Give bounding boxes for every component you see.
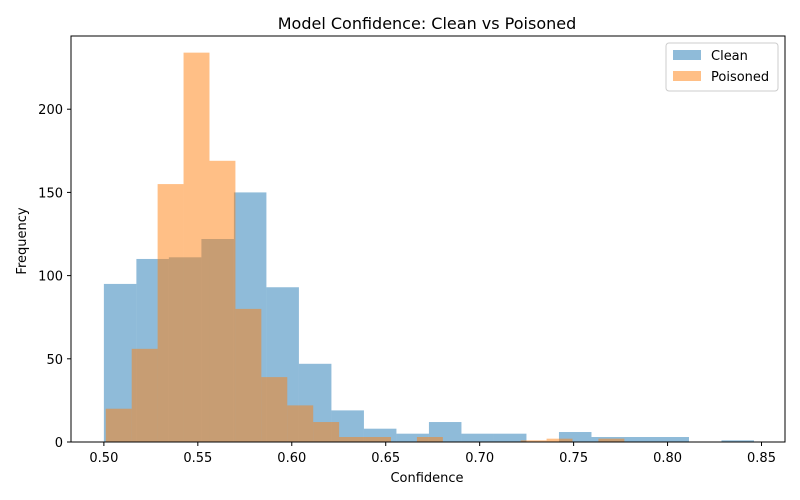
clean-bar-9 <box>396 433 429 442</box>
poisoned-bar-6 <box>261 377 288 442</box>
clean-bar-11 <box>461 433 494 442</box>
poisoned-bar-3 <box>183 52 210 442</box>
x-tick-label: 0.80 <box>653 451 682 466</box>
legend: Clean Poisoned <box>665 42 779 92</box>
clean-bar-16 <box>623 437 657 442</box>
clean-bar-10 <box>428 422 462 442</box>
clean-bar-14 <box>558 432 592 442</box>
x-axis-ticks: 0.50 0.55 0.60 0.65 0.70 0.75 0.80 0.85 <box>89 442 776 466</box>
legend-swatch-clean <box>673 50 701 60</box>
clean-bar-12 <box>493 433 527 442</box>
poisoned-bar-0 <box>105 408 132 442</box>
x-axis-label: Confidence <box>390 471 463 486</box>
clean-bar-17 <box>656 437 689 442</box>
clean-bar-19 <box>721 440 754 442</box>
poisoned-bar-12 <box>416 437 443 442</box>
series-poisoned-bars <box>105 52 625 443</box>
y-tick-label: 0 <box>55 436 63 451</box>
poisoned-bar-2 <box>157 184 184 443</box>
x-tick-label: 0.65 <box>371 451 400 466</box>
poisoned-bar-16 <box>520 440 547 442</box>
legend-swatch-poisoned <box>673 71 701 81</box>
y-tick-label: 50 <box>46 353 63 368</box>
poisoned-bar-7 <box>287 405 314 442</box>
chart-title: Model Confidence: Clean vs Poisoned <box>278 14 577 33</box>
poisoned-bar-19 <box>598 438 625 442</box>
poisoned-bar-8 <box>313 422 340 442</box>
legend-label-clean: Clean <box>711 49 748 64</box>
y-tick-label: 100 <box>38 270 63 285</box>
poisoned-bar-9 <box>339 437 366 442</box>
x-tick-label: 0.60 <box>277 451 306 466</box>
y-tick-label: 200 <box>38 103 63 118</box>
x-tick-label: 0.70 <box>465 451 494 466</box>
poisoned-bar-17 <box>546 438 573 442</box>
poisoned-bar-5 <box>235 308 262 442</box>
poisoned-bar-4 <box>209 160 236 442</box>
plot-area: 0.50 0.55 0.60 0.65 0.70 0.75 0.80 0.85 0 50 100 1… <box>38 35 786 466</box>
axes-frame <box>70 35 786 443</box>
y-tick-label: 150 <box>38 186 63 201</box>
y-axis-label: Frequency <box>15 207 30 274</box>
x-tick-label: 0.55 <box>183 451 212 466</box>
x-tick-label: 0.50 <box>89 451 118 466</box>
legend-label-poisoned: Poisoned <box>711 70 769 85</box>
y-axis-ticks: 0 50 100 150 200 <box>38 103 71 451</box>
poisoned-bar-10 <box>365 437 391 442</box>
x-tick-label: 0.85 <box>747 451 776 466</box>
x-tick-label: 0.75 <box>559 451 588 466</box>
poisoned-bar-1 <box>131 348 158 442</box>
